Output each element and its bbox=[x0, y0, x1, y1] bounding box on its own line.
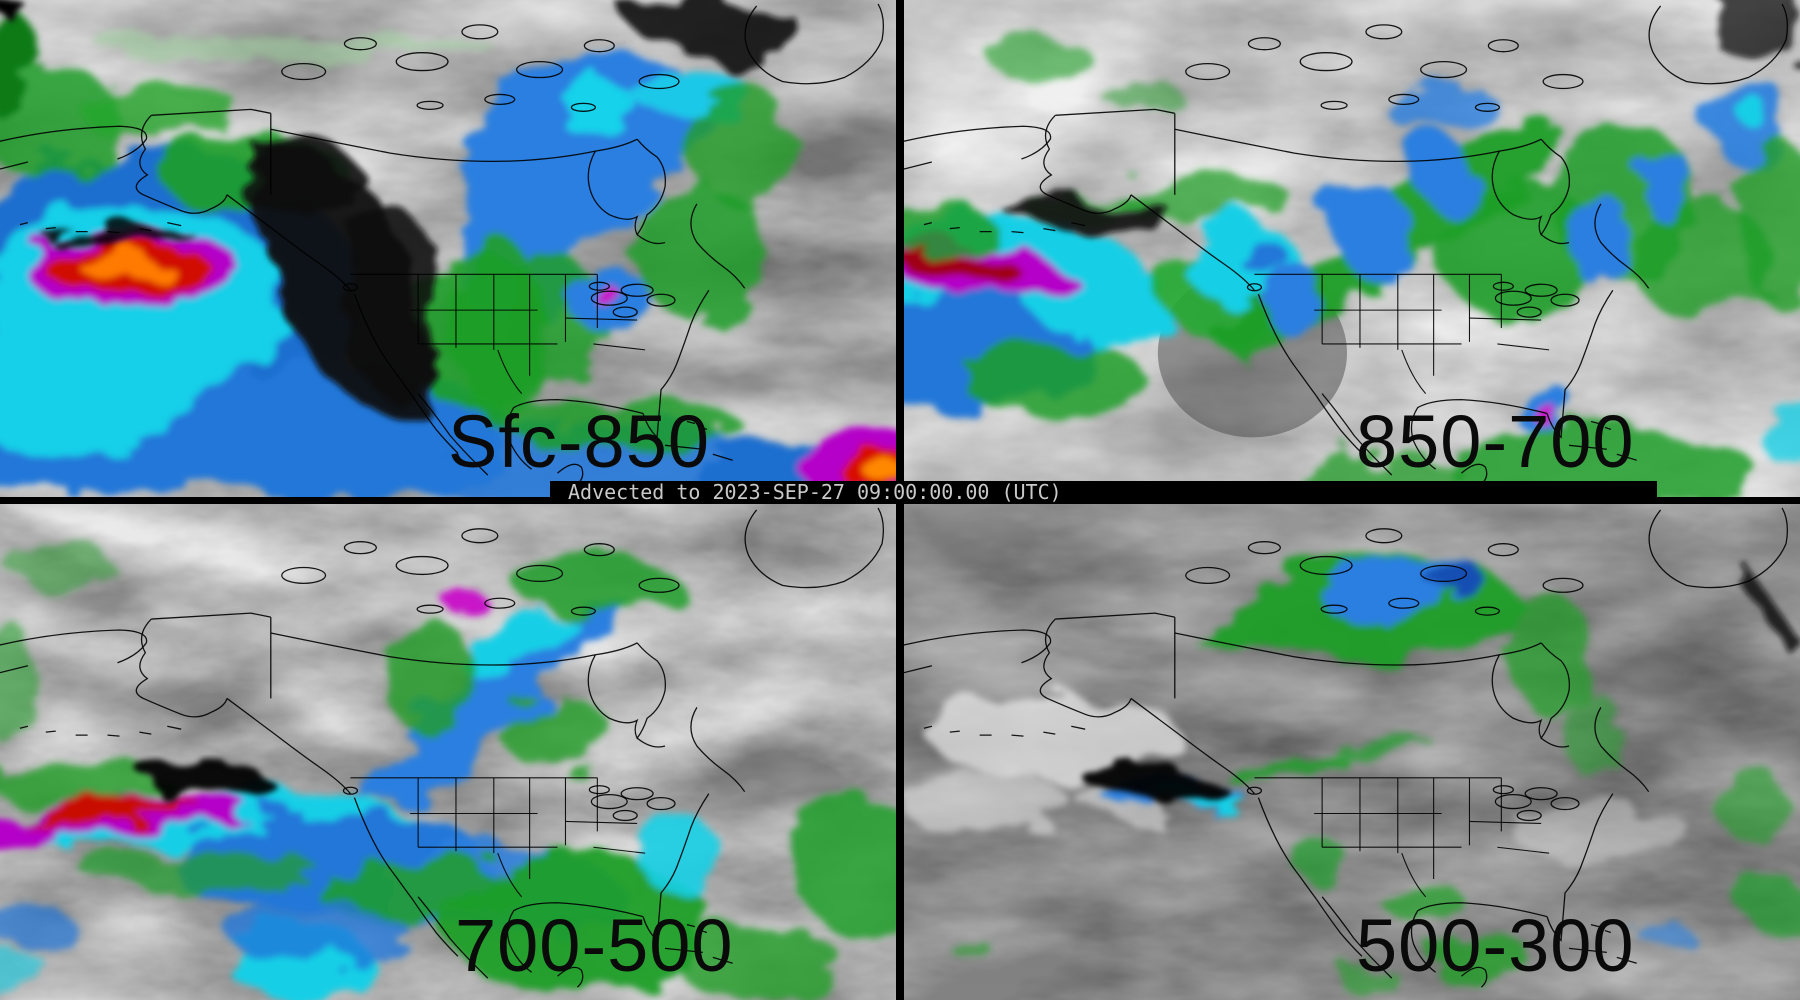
dry-terrain-layer bbox=[147, 763, 271, 800]
dry-terrain-layer bbox=[1003, 0, 1800, 232]
satellite-map-850-700 bbox=[904, 0, 1800, 497]
panel-500-300: 500-300 bbox=[904, 504, 1800, 1000]
panel-label-sfc-850: Sfc-850 bbox=[448, 400, 711, 483]
panel-label-700-500: 700-500 bbox=[455, 904, 734, 987]
moisture-enhancement-layer bbox=[0, 540, 896, 1000]
dry-terrain-layer bbox=[0, 0, 781, 413]
satellite-map-500-300 bbox=[904, 504, 1800, 1000]
moisture-enhancement-layer bbox=[904, 41, 1800, 497]
timestamp-banner: Advected to 2023-SEP-27 09:00:00.00 (UTC… bbox=[550, 480, 1657, 504]
satellite-map-sfc-850 bbox=[0, 0, 896, 497]
panel-700-500: 700-500 bbox=[0, 504, 896, 1000]
dry-terrain-layer bbox=[1087, 563, 1797, 802]
moisture-enhancement-layer bbox=[0, 5, 896, 497]
satellite-map-700-500 bbox=[0, 504, 896, 1000]
timestamp-text: Advected to 2023-SEP-27 09:00:00.00 (UTC… bbox=[568, 480, 1062, 504]
panel-label-850-700: 850-700 bbox=[1356, 400, 1635, 483]
panel-label-500-300: 500-300 bbox=[1356, 904, 1635, 987]
moisture-enhancement-layer bbox=[948, 557, 1800, 989]
panel-850-700: 850-700 bbox=[904, 0, 1800, 497]
panel-sfc-850: Sfc-850 bbox=[0, 0, 896, 497]
